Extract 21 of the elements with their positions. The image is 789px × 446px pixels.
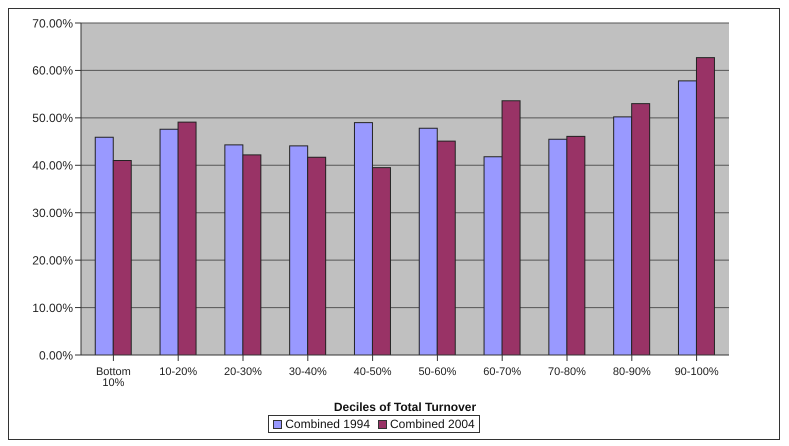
x-tick-label: 50-60% [418,366,457,378]
x-tick-label: 90-100% [674,366,719,378]
legend-label: Combined 1994 [284,417,370,431]
y-tick-label: 10.00% [32,300,74,315]
y-tick-label: 0.00% [38,348,74,362]
x-tick-label: 20-30% [224,366,262,378]
y-tick-label: 70.00% [32,16,74,30]
legend-label: Combined 2004 [389,417,475,431]
x-tick-label: Bottom 10% [96,366,131,389]
x-tick-label: 70-80% [548,366,586,378]
x-tick-label: 30-40% [288,366,327,378]
x-axis-title: Deciles of Total Turnover [334,400,476,414]
x-tick-label: 10-20% [159,366,198,378]
y-tick-label: 60.00% [32,64,74,78]
y-tick-label: 50.00% [32,111,74,126]
x-tick-label: 40-50% [354,366,392,378]
x-tick-label: 60-70% [483,366,522,378]
y-tick-label: 30.00% [32,206,74,220]
x-tick-label: 80-90% [612,366,651,378]
y-tick-label: 40.00% [32,158,74,173]
y-tick-label: 20.00% [32,253,74,268]
